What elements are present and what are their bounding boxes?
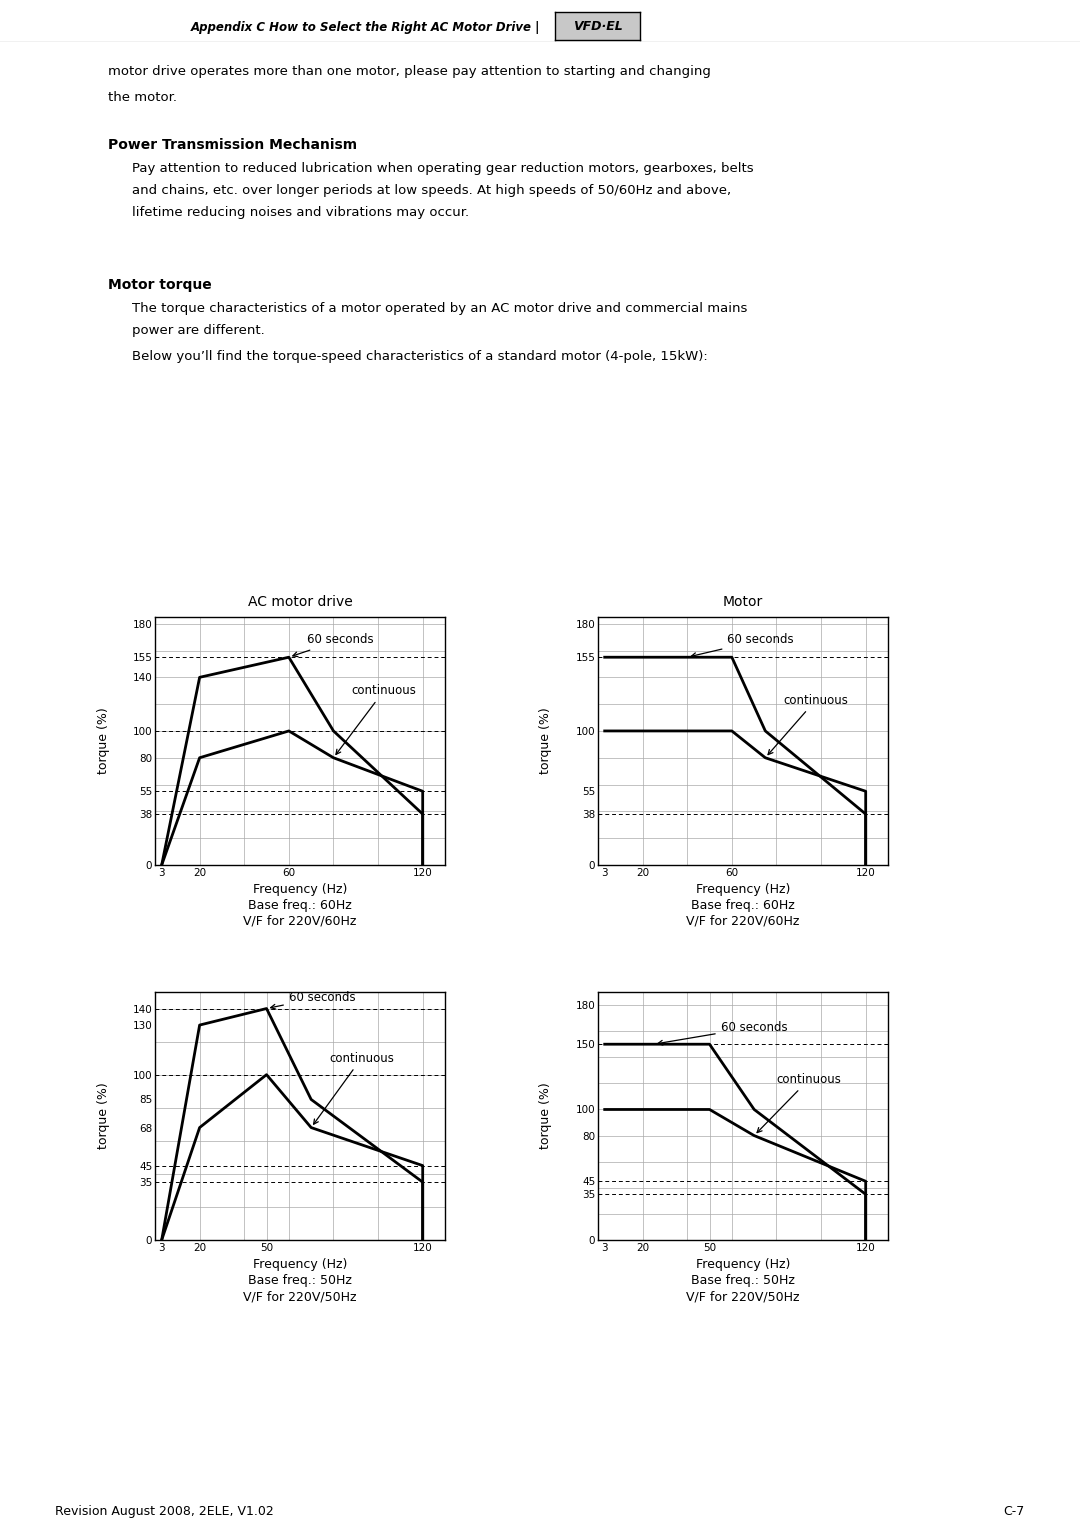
Text: torque (%): torque (%) — [96, 707, 109, 775]
Text: AC motor drive: AC motor drive — [247, 595, 352, 609]
Text: and chains, etc. over longer periods at low speeds. At high speeds of 50/60Hz an: and chains, etc. over longer periods at … — [132, 184, 731, 196]
Text: torque (%): torque (%) — [96, 1083, 109, 1149]
Text: power are different.: power are different. — [132, 324, 265, 337]
Text: C-7: C-7 — [1003, 1505, 1025, 1519]
Text: lifetime reducing noises and vibrations may occur.: lifetime reducing noises and vibrations … — [132, 206, 469, 219]
Text: Base freq.: 60Hz: Base freq.: 60Hz — [691, 899, 795, 913]
Text: Base freq.: 50Hz: Base freq.: 50Hz — [691, 1275, 795, 1287]
Text: Frequency (Hz): Frequency (Hz) — [696, 1258, 791, 1272]
Text: the motor.: the motor. — [108, 91, 177, 104]
Text: V/F for 220V/60Hz: V/F for 220V/60Hz — [686, 914, 799, 928]
Text: 60 seconds: 60 seconds — [658, 1020, 787, 1045]
Text: Base freq.: 60Hz: Base freq.: 60Hz — [248, 899, 352, 913]
Text: continuous: continuous — [757, 1072, 841, 1132]
Text: continuous: continuous — [336, 684, 416, 755]
Text: Frequency (Hz): Frequency (Hz) — [253, 884, 347, 896]
Text: Power Transmission Mechanism: Power Transmission Mechanism — [108, 138, 357, 152]
Text: Motor torque: Motor torque — [108, 278, 212, 291]
Text: V/F for 220V/60Hz: V/F for 220V/60Hz — [243, 914, 356, 928]
Text: torque (%): torque (%) — [540, 707, 553, 775]
Text: torque (%): torque (%) — [540, 1083, 553, 1149]
Text: Frequency (Hz): Frequency (Hz) — [696, 884, 791, 896]
Text: V/F for 220V/50Hz: V/F for 220V/50Hz — [243, 1290, 356, 1302]
Text: V/F for 220V/50Hz: V/F for 220V/50Hz — [686, 1290, 800, 1302]
Text: Frequency (Hz): Frequency (Hz) — [253, 1258, 347, 1272]
Text: continuous: continuous — [313, 1052, 394, 1124]
Text: Appendix C How to Select the Right AC Motor Drive |: Appendix C How to Select the Right AC Mo… — [191, 21, 540, 34]
Text: 60 seconds: 60 seconds — [293, 634, 374, 657]
Text: Revision August 2008, 2ELE, V1.02: Revision August 2008, 2ELE, V1.02 — [55, 1505, 273, 1519]
Text: Below you’ll find the torque-speed characteristics of a standard motor (4-pole, : Below you’ll find the torque-speed chara… — [132, 350, 707, 364]
Text: motor drive operates more than one motor, please pay attention to starting and c: motor drive operates more than one motor… — [108, 64, 711, 78]
Text: VFD·EL: VFD·EL — [572, 20, 622, 32]
Text: 60 seconds: 60 seconds — [691, 634, 794, 658]
Text: 60 seconds: 60 seconds — [271, 991, 355, 1009]
Text: continuous: continuous — [768, 693, 848, 755]
Text: Motor: Motor — [723, 595, 764, 609]
Text: Base freq.: 50Hz: Base freq.: 50Hz — [248, 1275, 352, 1287]
Text: Pay attention to reduced lubrication when operating gear reduction motors, gearb: Pay attention to reduced lubrication whe… — [132, 163, 754, 175]
Text: The torque characteristics of a motor operated by an AC motor drive and commerci: The torque characteristics of a motor op… — [132, 302, 747, 314]
